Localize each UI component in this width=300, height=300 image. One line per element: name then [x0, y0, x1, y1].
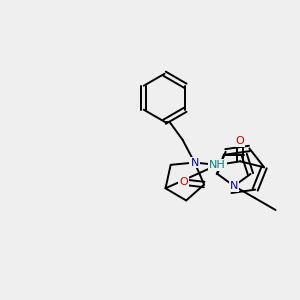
- Text: O: O: [179, 177, 188, 187]
- Text: NH: NH: [209, 160, 226, 170]
- Text: N: N: [190, 158, 199, 167]
- Text: N: N: [230, 181, 238, 191]
- Text: O: O: [236, 136, 244, 146]
